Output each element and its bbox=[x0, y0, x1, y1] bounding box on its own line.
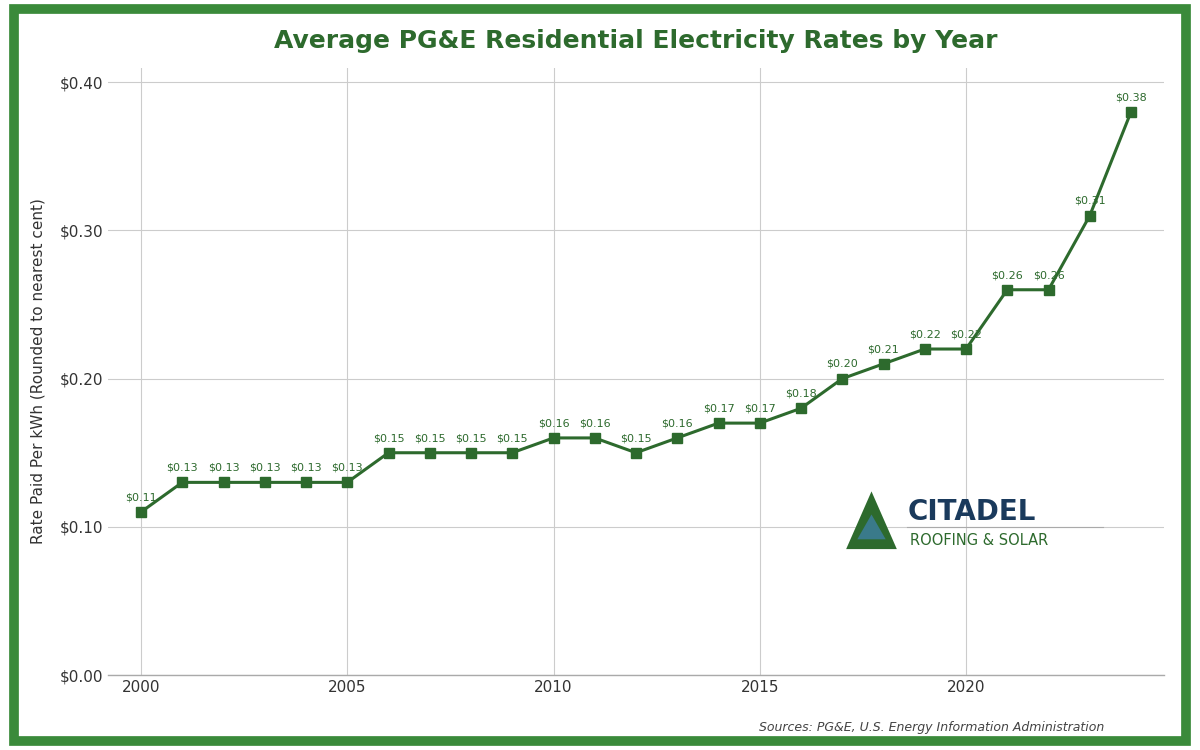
Text: $0.15: $0.15 bbox=[620, 433, 652, 443]
Text: $0.11: $0.11 bbox=[125, 492, 157, 502]
Text: $0.17: $0.17 bbox=[744, 404, 775, 413]
Text: $0.17: $0.17 bbox=[703, 404, 734, 413]
Text: CITADEL: CITADEL bbox=[907, 498, 1036, 526]
Text: $0.38: $0.38 bbox=[1115, 92, 1147, 102]
Text: $0.26: $0.26 bbox=[991, 270, 1024, 280]
Text: Sources: PG&E, U.S. Energy Information Administration: Sources: PG&E, U.S. Energy Information A… bbox=[758, 721, 1104, 734]
Text: $0.21: $0.21 bbox=[868, 344, 899, 354]
Title: Average PG&E Residential Electricity Rates by Year: Average PG&E Residential Electricity Rat… bbox=[275, 29, 997, 53]
Polygon shape bbox=[846, 491, 896, 549]
Text: $0.16: $0.16 bbox=[661, 419, 694, 428]
Text: $0.15: $0.15 bbox=[455, 433, 487, 443]
Text: $0.31: $0.31 bbox=[1074, 196, 1105, 206]
Text: $0.13: $0.13 bbox=[331, 463, 364, 472]
Text: $0.13: $0.13 bbox=[208, 463, 239, 472]
Text: $0.13: $0.13 bbox=[167, 463, 198, 472]
Text: $0.13: $0.13 bbox=[248, 463, 281, 472]
Y-axis label: Rate Paid Per kWh (Rounded to nearest cent): Rate Paid Per kWh (Rounded to nearest ce… bbox=[31, 198, 46, 544]
Polygon shape bbox=[857, 514, 886, 539]
Text: $0.15: $0.15 bbox=[414, 433, 445, 443]
Text: $0.26: $0.26 bbox=[1033, 270, 1064, 280]
Text: $0.22: $0.22 bbox=[908, 329, 941, 339]
Text: $0.15: $0.15 bbox=[373, 433, 404, 443]
Text: $0.18: $0.18 bbox=[785, 388, 817, 398]
Text: $0.15: $0.15 bbox=[497, 433, 528, 443]
Text: ROOFING & SOLAR: ROOFING & SOLAR bbox=[910, 532, 1048, 548]
Text: $0.22: $0.22 bbox=[950, 329, 982, 339]
Text: $0.16: $0.16 bbox=[578, 419, 611, 428]
Text: $0.16: $0.16 bbox=[538, 419, 569, 428]
Text: $0.20: $0.20 bbox=[827, 359, 858, 369]
Text: $0.13: $0.13 bbox=[290, 463, 322, 472]
